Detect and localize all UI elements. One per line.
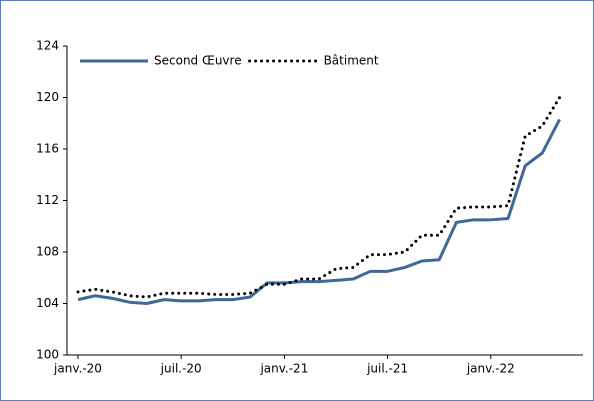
y-tick-label: 116 <box>36 142 59 156</box>
x-tick-label: juil.-20 <box>160 362 202 376</box>
x-tick-label: juil.-21 <box>366 362 408 376</box>
y-tick-label: 104 <box>36 296 59 310</box>
y-tick-label: 100 <box>36 348 59 362</box>
x-tick-label: janv.-20 <box>53 362 102 376</box>
y-tick-label: 112 <box>36 193 59 207</box>
y-tick-label: 124 <box>36 39 59 53</box>
y-tick-label: 120 <box>36 90 59 104</box>
x-tick-label: janv.-22 <box>466 362 515 376</box>
legend-label: Second Œuvre <box>154 54 242 68</box>
series-line <box>76 96 562 299</box>
y-tick-label: 108 <box>36 245 59 259</box>
legend-label: Bâtiment <box>324 54 379 68</box>
x-tick-label: janv.-21 <box>259 362 308 376</box>
series-line <box>77 118 561 305</box>
